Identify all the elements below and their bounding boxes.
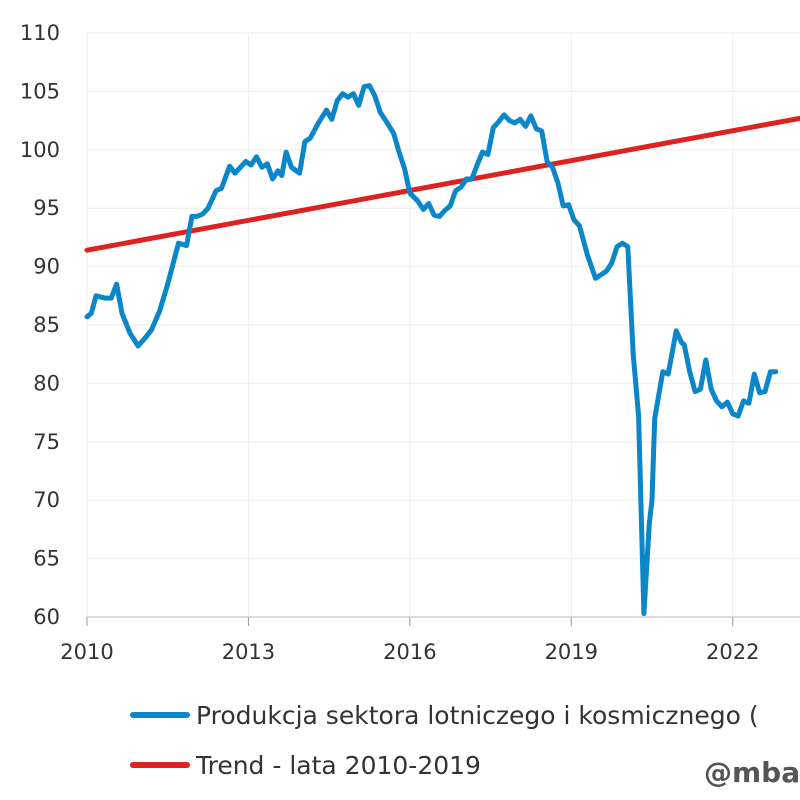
legend: Produkcja sektora lotniczego i kosmiczne… (130, 690, 800, 790)
y-tick-label: 110 (20, 21, 60, 45)
x-tick-label: 2022 (706, 640, 759, 664)
x-tick-label: 2016 (383, 640, 436, 664)
legend-label-trend: Trend - lata 2010-2019 (196, 750, 481, 780)
watermark: @mba (704, 756, 800, 789)
x-tick-label: 2013 (222, 640, 275, 664)
series-lines (84, 83, 800, 616)
x-axis-ticks: 2010 2013 2016 2019 2022 (60, 616, 800, 664)
y-tick-label: 105 (20, 79, 60, 103)
legend-item-trend: Trend - lata 2010-2019 (130, 740, 800, 790)
legend-swatch-trend (130, 762, 190, 768)
y-tick-label: 95 (33, 196, 60, 220)
y-axis-ticks: 110 105 100 95 90 85 80 75 70 65 60 (20, 21, 60, 629)
gridlines (86, 32, 800, 617)
y-tick-label: 65 (33, 547, 60, 571)
y-tick-label: 75 (33, 430, 60, 454)
x-tick-label: 2010 (60, 640, 113, 664)
y-tick-label: 100 (20, 138, 60, 162)
y-tick-label: 90 (33, 255, 60, 279)
y-tick-label: 80 (33, 371, 60, 395)
x-tick-label: 2019 (545, 640, 598, 664)
y-tick-label: 85 (33, 313, 60, 337)
legend-label-production: Produkcja sektora lotniczego i kosmiczne… (196, 700, 759, 730)
legend-item-production: Produkcja sektora lotniczego i kosmiczne… (130, 690, 800, 740)
series-line-production (84, 83, 779, 616)
y-tick-label: 60 (33, 605, 60, 629)
series-line-trend (84, 115, 800, 253)
y-tick-label: 70 (33, 488, 60, 512)
legend-swatch-production (130, 712, 190, 718)
